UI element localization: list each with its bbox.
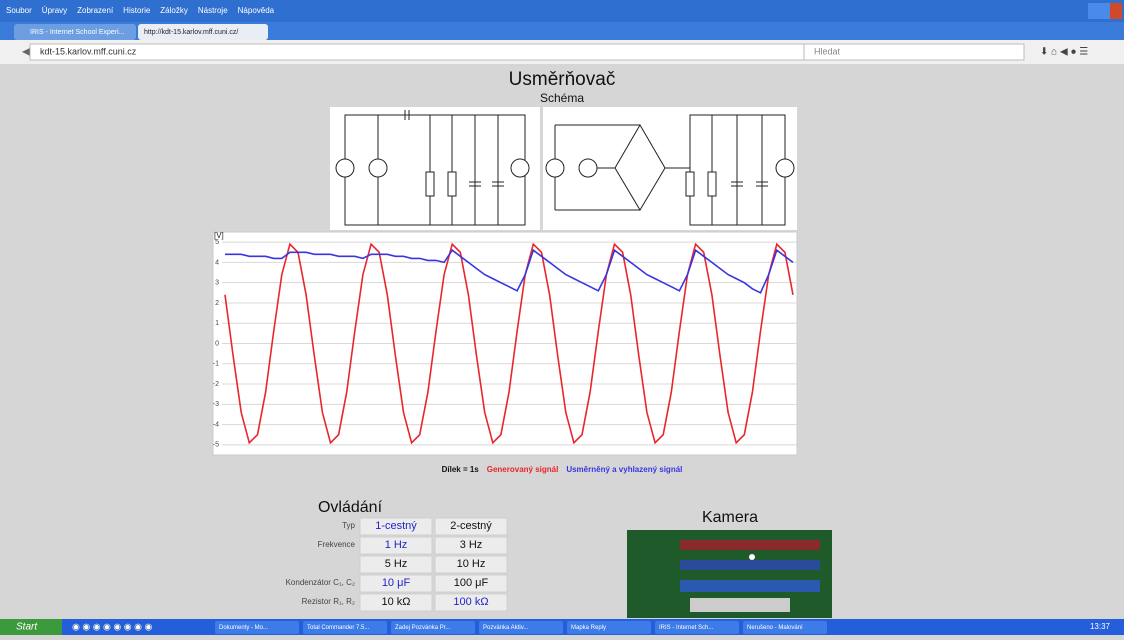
- y-tick-label: 1: [215, 320, 219, 327]
- y-tick-label: -1: [213, 361, 219, 368]
- camera-title: Kamera: [702, 509, 758, 526]
- task-label: Dokumenty - Mo...: [219, 625, 268, 631]
- legend-entry: Usměrněný a vyhlazený signál: [566, 465, 682, 474]
- schematic-half-wave: [330, 107, 540, 230]
- control-option[interactable]: 10 kΩ: [381, 596, 410, 608]
- url-field[interactable]: [30, 44, 850, 60]
- task-label: Total Commander 7.5...: [307, 625, 370, 631]
- y-tick-label: 3: [215, 280, 219, 287]
- menu-item[interactable]: Zobrazení: [77, 6, 114, 15]
- task-label: Pozvánka Aktiv...: [483, 625, 529, 631]
- control-option[interactable]: 1-cestný: [375, 520, 417, 532]
- y-tick-label: 0: [215, 340, 219, 347]
- camera-image: [627, 530, 832, 618]
- page: ◀ ⬇ ⌂ ◀ ● ☰ kdt-15.karlov.mff.cuni.cz Hl…: [0, 0, 1124, 635]
- control-option[interactable]: 100 kΩ: [453, 596, 488, 608]
- y-tick-label: 5: [215, 239, 219, 246]
- tab-label: http://kdt-15.karlov.mff.cuni.cz/: [144, 29, 238, 36]
- y-tick-label: -5: [213, 442, 219, 449]
- control-option[interactable]: 10 Hz: [457, 558, 486, 570]
- task-label: Zadej Pozvánka Pr...: [395, 625, 451, 631]
- control-option[interactable]: 1 Hz: [385, 539, 408, 551]
- controls-table: Typ 1-cestný 2-cestný Frekvence 1 Hz 3 Hz 5 Hz…: [286, 518, 507, 611]
- schema-title: Schéma: [540, 91, 584, 105]
- control-label: Kondenzátor C₁, C₂: [286, 578, 355, 587]
- close-button[interactable]: [1110, 3, 1122, 19]
- task-label: IRIS - Internet Sch...: [659, 625, 714, 631]
- y-tick-label: 4: [215, 259, 219, 266]
- task-label: Nerušeno - Malování: [747, 625, 803, 631]
- menu-item[interactable]: Záložky: [160, 6, 188, 15]
- start-label: Start: [16, 622, 38, 633]
- url-text: kdt-15.karlov.mff.cuni.cz: [40, 46, 137, 56]
- control-option[interactable]: 3 Hz: [460, 539, 483, 551]
- controls-title: Ovládání: [318, 499, 383, 516]
- control-label: Frekvence: [318, 540, 356, 549]
- clock: 13:37: [1090, 622, 1111, 631]
- quick-launch: ◉ ◉ ◉ ◉ ◉ ◉ ◉ ◉: [72, 621, 152, 631]
- control-option[interactable]: 5 Hz: [385, 558, 408, 570]
- task-label: Mapka Reply: [571, 625, 606, 631]
- legend-entry: Generovaný signál: [487, 465, 559, 474]
- control-option[interactable]: 10 μF: [382, 577, 411, 589]
- search-text: Hledat: [814, 46, 841, 56]
- back-button[interactable]: ◀: [22, 47, 30, 58]
- control-option[interactable]: 100 μF: [454, 577, 489, 589]
- screen: ◀ ⬇ ⌂ ◀ ● ☰ kdt-15.karlov.mff.cuni.cz Hl…: [0, 0, 1124, 635]
- menu-item[interactable]: Soubor: [6, 6, 32, 15]
- menu-item[interactable]: Nápověda: [238, 6, 275, 15]
- legend-entry: Dílek = 1s: [442, 465, 480, 474]
- control-label: Typ: [342, 521, 355, 530]
- y-tick-label: 2: [215, 300, 219, 307]
- menu-item[interactable]: Nástroje: [198, 6, 228, 15]
- menu-item[interactable]: Úpravy: [42, 6, 67, 15]
- control-label: Rezistor R₁, R₂: [302, 597, 355, 606]
- y-tick-label: -2: [213, 381, 219, 388]
- page-title: Usměrňovač: [509, 69, 616, 90]
- control-option[interactable]: 2-cestný: [450, 520, 492, 532]
- y-tick-label: -3: [213, 401, 219, 408]
- legend: Dílek = 1s Generovaný signál Usměrněný a v…: [442, 465, 683, 474]
- tab-label: IRIS - Internet School Experi...: [30, 29, 125, 36]
- toolbar-icons[interactable]: ⬇ ⌂ ◀ ● ☰: [1040, 47, 1088, 58]
- schematic-full-wave: [543, 107, 797, 230]
- menu-item[interactable]: Historie: [123, 6, 151, 15]
- y-tick-label: -4: [213, 421, 219, 428]
